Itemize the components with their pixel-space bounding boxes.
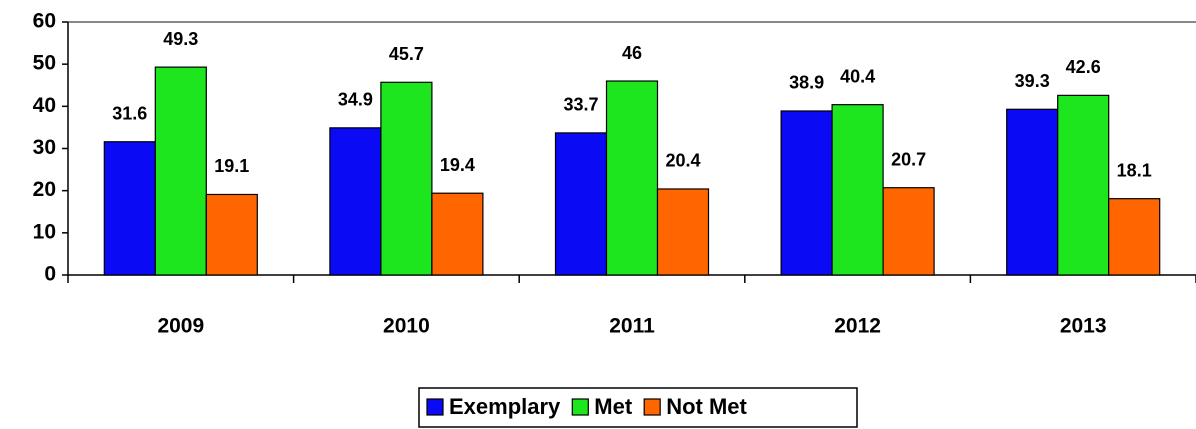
bar xyxy=(831,104,884,276)
bar xyxy=(205,193,258,276)
value-label: 19.4 xyxy=(440,155,475,175)
y-tick-label: 0 xyxy=(44,263,56,286)
value-label: 20.7 xyxy=(891,149,926,169)
value-label: 34.9 xyxy=(338,90,373,110)
value-label: 49.3 xyxy=(163,29,198,49)
legend-label: Exemplary xyxy=(449,394,561,419)
y-tick-label: 40 xyxy=(33,94,56,117)
bar xyxy=(882,187,935,276)
y-tick-label: 60 xyxy=(33,10,56,33)
value-label: 45.7 xyxy=(389,44,424,64)
x-tick-label: 2009 xyxy=(157,315,204,338)
bar xyxy=(1108,198,1161,276)
value-label: 20.4 xyxy=(665,151,700,171)
value-label: 42.6 xyxy=(1066,57,1101,77)
bar xyxy=(605,80,659,276)
x-tick-label: 2012 xyxy=(834,315,881,338)
bar xyxy=(1006,108,1059,276)
y-tick-label: 50 xyxy=(33,52,56,75)
bar xyxy=(554,132,608,276)
value-label: 39.3 xyxy=(1015,71,1050,91)
legend-swatch xyxy=(571,398,589,416)
value-label: 46 xyxy=(622,43,642,63)
y-tick-label: 10 xyxy=(33,220,56,243)
legend-box xyxy=(418,387,858,428)
bar xyxy=(154,66,207,276)
value-label: 38.9 xyxy=(789,73,824,93)
value-label: 31.6 xyxy=(112,104,147,124)
x-tick-label: 2013 xyxy=(1060,315,1107,338)
y-tick-label: 30 xyxy=(33,136,56,159)
bar xyxy=(380,81,433,276)
y-tick-label: 20 xyxy=(33,178,56,201)
legend-swatch xyxy=(426,398,444,416)
bar xyxy=(1057,94,1110,276)
x-tick-label: 2011 xyxy=(609,315,655,338)
legend-swatch xyxy=(643,398,661,416)
bar xyxy=(329,127,382,276)
value-label: 33.7 xyxy=(563,95,598,115)
bar xyxy=(656,188,710,276)
legend-label: Not Met xyxy=(666,394,747,419)
value-label: 18.1 xyxy=(1117,160,1152,180)
bar xyxy=(780,110,833,276)
value-label: 40.4 xyxy=(840,66,875,86)
bar xyxy=(103,141,156,276)
legend-label: Met xyxy=(594,394,633,419)
value-label: 19.1 xyxy=(214,156,249,176)
bar xyxy=(431,192,484,276)
x-tick-label: 2010 xyxy=(383,315,430,338)
